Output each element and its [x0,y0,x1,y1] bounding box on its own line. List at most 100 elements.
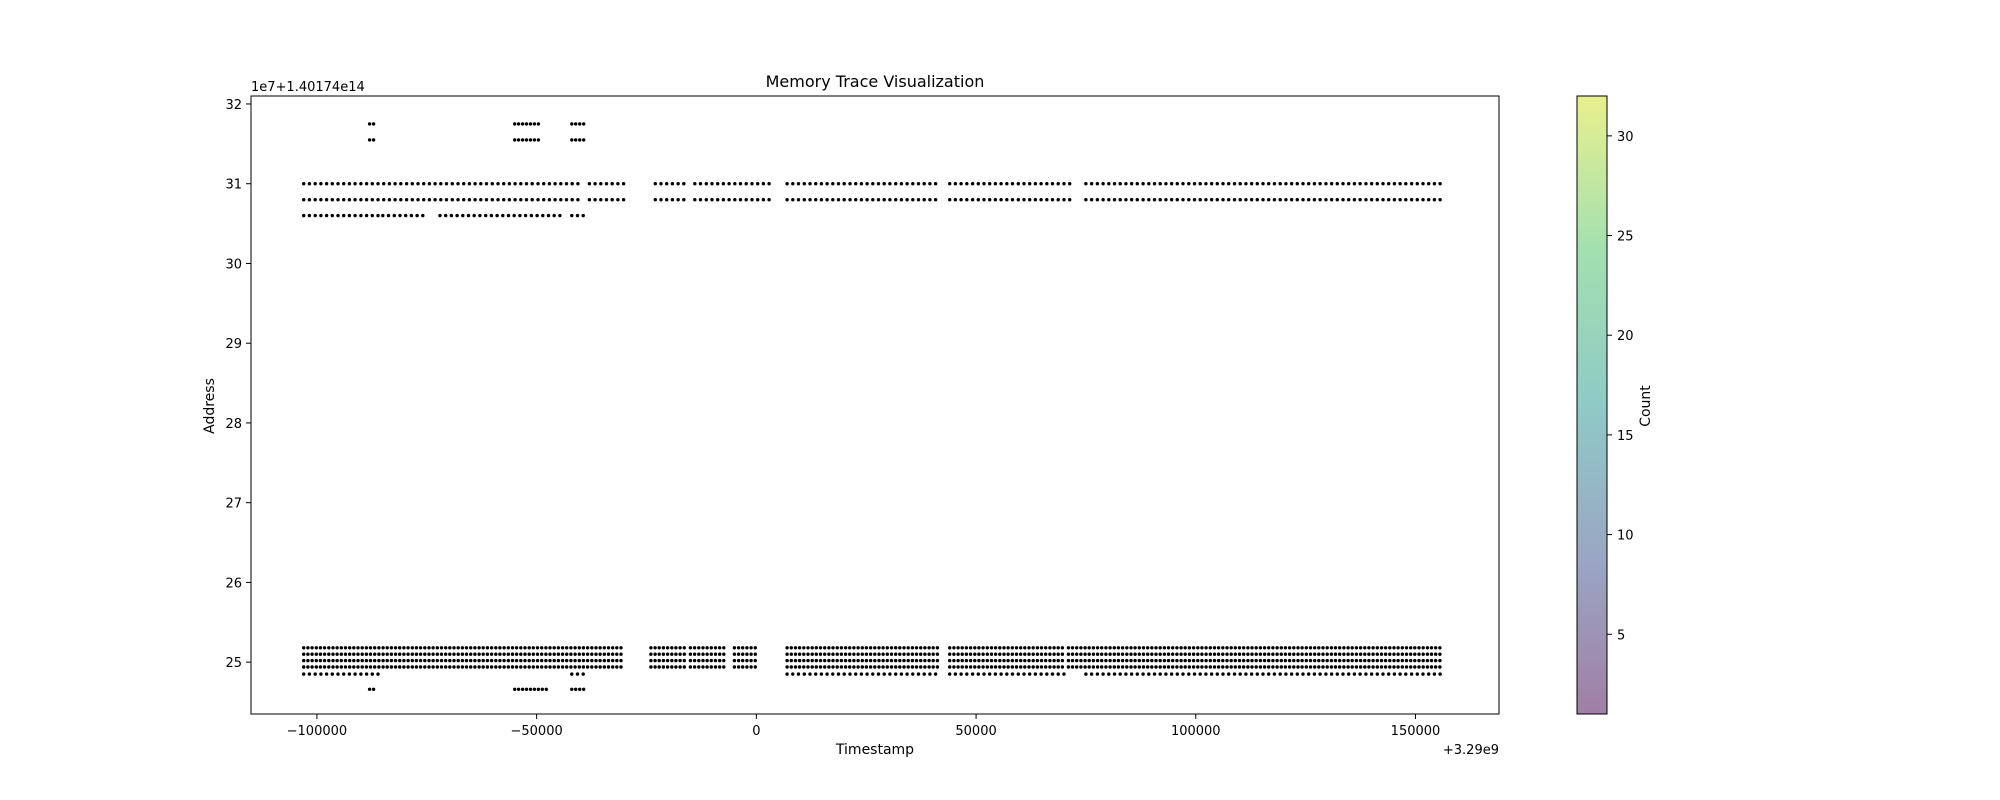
data-point [377,646,381,650]
data-point [1171,652,1175,656]
data-point [1312,672,1317,676]
data-point [435,665,439,669]
data-point [818,652,823,656]
data-point [935,665,940,669]
data-point [916,182,921,186]
data-point [570,122,574,126]
data-point [330,213,334,218]
data-point [1091,658,1096,663]
data-point [1045,198,1049,202]
data-point [1312,198,1317,202]
data-point [1438,672,1442,676]
data-point [1045,672,1049,676]
data-point [489,665,494,669]
data-point [306,652,310,656]
data-point [1150,652,1154,656]
data-point [352,665,356,669]
data-point [616,182,620,186]
data-point [718,646,722,650]
data-point [342,182,346,186]
data-point [1158,652,1162,656]
data-point [856,646,860,650]
data-point [435,652,439,656]
data-point [1300,646,1304,650]
data-point [560,652,565,656]
data-point [973,665,977,669]
data-point [1005,672,1009,676]
data-point [473,652,477,656]
data-point [343,665,348,669]
data-point [1400,658,1405,663]
data-point [1367,665,1371,669]
data-point [1044,658,1048,663]
data-point [1237,646,1242,650]
data-point [348,658,352,663]
data-point [835,652,839,656]
data-point [386,213,391,218]
data-point [1137,665,1142,669]
data-point [1429,658,1434,663]
data-point [489,652,494,656]
data-point [479,198,483,202]
data-point [574,687,578,691]
data-point [1125,658,1129,663]
data-point [1062,198,1066,202]
data-point [785,658,789,663]
data-point [502,198,506,202]
data-point [1417,652,1421,656]
data-point [906,646,910,650]
data-point [364,665,369,669]
data-point [1250,646,1254,650]
data-point [905,198,909,202]
data-point [910,665,915,669]
data-point [469,646,473,650]
data-point [423,652,427,656]
data-point [593,198,597,202]
data-point [1083,652,1087,656]
colorbar-gradient [1576,95,1608,715]
data-point [1342,652,1346,656]
data-point [981,658,985,663]
data-point [701,646,705,650]
data-point [860,646,864,650]
data-point [556,652,561,656]
data-point [599,198,603,202]
data-point [552,658,556,663]
data-point [520,138,525,142]
data-point [1333,646,1338,650]
data-point [602,665,606,669]
data-point [956,652,960,656]
data-point [519,665,523,669]
data-point [1181,672,1185,676]
data-point [1409,658,1413,663]
data-point [835,665,839,669]
data-point [894,665,898,669]
data-point [485,646,490,650]
data-point [1242,665,1246,669]
data-point [956,665,960,669]
data-point [956,658,960,663]
data-point [1242,658,1246,663]
data-point [831,665,835,669]
data-point [732,646,737,650]
data-point [1369,672,1374,676]
data-point [335,652,339,656]
data-point [727,182,731,186]
data-point [399,182,403,186]
data-point [477,646,481,650]
data-point [1352,198,1357,202]
data-point [670,665,674,669]
data-point [1095,665,1100,669]
data-point [1400,665,1405,669]
data-point [1014,658,1019,663]
data-point [882,672,886,676]
data-point [339,652,343,656]
data-point [464,665,469,669]
data-point [452,646,456,650]
data-point [1363,646,1367,650]
data-point [682,665,686,669]
data-point [1375,646,1380,650]
data-point [606,646,611,650]
data-point [1415,198,1420,202]
data-point [1124,672,1128,676]
